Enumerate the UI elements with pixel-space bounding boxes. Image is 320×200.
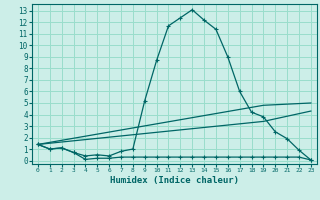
X-axis label: Humidex (Indice chaleur): Humidex (Indice chaleur) — [110, 176, 239, 185]
